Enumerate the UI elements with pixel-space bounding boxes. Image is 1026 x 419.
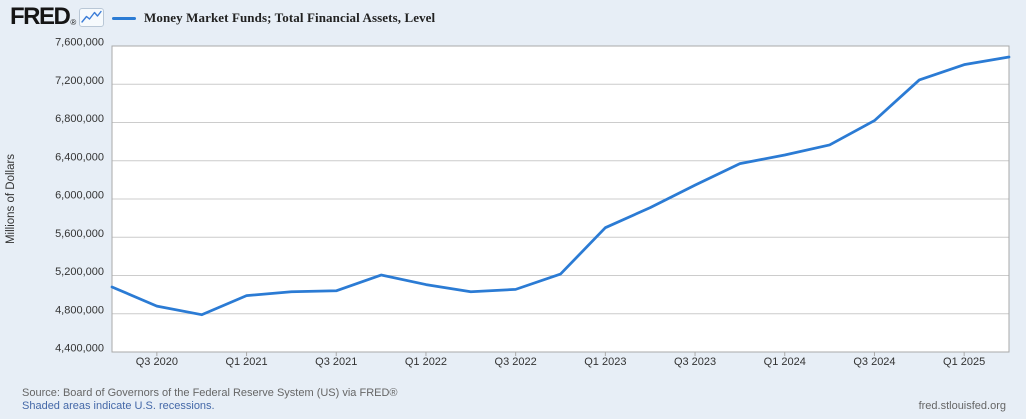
y-axis-tick-label: 6,400,000 bbox=[55, 151, 104, 163]
chart-title: Money Market Funds; Total Financial Asse… bbox=[144, 10, 436, 25]
x-axis-tick-label: Q1 2025 bbox=[943, 356, 985, 368]
x-axis-tick-label: Q1 2022 bbox=[405, 356, 447, 368]
chart-footer: Source: Board of Governors of the Federa… bbox=[0, 381, 1026, 419]
x-axis-tick-label: Q1 2024 bbox=[764, 356, 806, 368]
x-axis-tick-label: Q1 2021 bbox=[225, 356, 267, 368]
x-axis-tick-label: Q3 2020 bbox=[136, 356, 178, 368]
fred-logo[interactable]: FRED ® bbox=[10, 3, 105, 30]
y-axis-tick-label: 6,800,000 bbox=[55, 113, 104, 125]
x-axis-tick-label: Q3 2021 bbox=[315, 356, 357, 368]
x-axis-tick-label: Q3 2022 bbox=[495, 356, 537, 368]
y-axis-tick-label: 7,600,000 bbox=[55, 37, 104, 49]
y-axis-tick-label: 4,800,000 bbox=[55, 304, 104, 316]
data-line-series[interactable] bbox=[110, 55, 1011, 317]
y-axis-tick-label: 5,200,000 bbox=[55, 266, 104, 278]
y-axis-tick-label: 5,600,000 bbox=[55, 228, 104, 240]
y-axis-tick-label: 4,400,000 bbox=[55, 343, 104, 355]
x-axis-tick-label: Q3 2024 bbox=[853, 356, 895, 368]
y-axis-tick-label: 7,200,000 bbox=[55, 75, 104, 87]
fred-logo-text: FRED bbox=[10, 3, 71, 30]
fred-logo-registered-mark: ® bbox=[70, 18, 77, 27]
x-axis-tick-label: Q1 2023 bbox=[584, 356, 626, 368]
line-chart-icon bbox=[79, 7, 105, 27]
source-note: Source: Board of Governors of the Federa… bbox=[22, 387, 398, 399]
chart-header: FRED ® Money Market Funds; Total Financi… bbox=[0, 0, 1026, 34]
y-axis-title: Millions of Dollars bbox=[5, 154, 17, 244]
line-chart[interactable]: 7,600,000 7,200,000 6,800,000 6,400,000 6,00… bbox=[0, 0, 1026, 385]
site-url: fred.stlouisfed.org bbox=[918, 400, 1006, 412]
chart-legend: Money Market Funds; Total Financial Asse… bbox=[112, 10, 435, 26]
x-axis-tick-label: Q3 2023 bbox=[674, 356, 716, 368]
legend-line-swatch bbox=[112, 16, 136, 20]
plot-border bbox=[111, 45, 1010, 353]
recession-note-link[interactable]: Shaded areas indicate U.S. recessions. bbox=[22, 400, 215, 412]
y-axis-tick-label: 6,000,000 bbox=[55, 190, 104, 202]
